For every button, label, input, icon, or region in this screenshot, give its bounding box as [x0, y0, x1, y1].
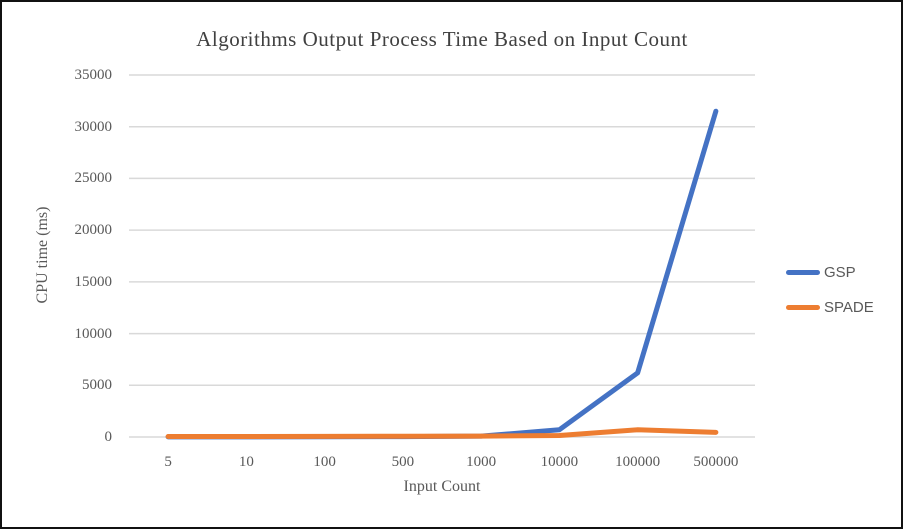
- legend-label: SPADE: [824, 298, 874, 316]
- spade-series-line: [165, 427, 719, 439]
- y-tick-label: 5000: [82, 377, 112, 394]
- x-tick-label: 100000: [615, 454, 661, 470]
- x-tick-label: 100: [313, 454, 336, 470]
- y-tick-label: 35000: [74, 67, 113, 83]
- spade-line-swatch: [786, 304, 820, 310]
- x-tick-label: 10000: [540, 454, 579, 470]
- y-tick-label: 15000: [74, 273, 113, 290]
- x-tick-label: 500: [391, 454, 415, 470]
- legend-entry-spade: SPADE: [786, 298, 874, 316]
- y-tick-label: 10000: [74, 325, 113, 342]
- y-tick-label: 0: [104, 429, 113, 445]
- x-tick-label: 5: [164, 454, 172, 470]
- y-tick-label: 25000: [74, 170, 113, 187]
- legend-entry-gsp: GSP: [786, 263, 856, 281]
- y-tick-label: 30000: [74, 118, 113, 135]
- x-tick-label: 1000: [466, 454, 497, 470]
- x-tick-label: 10: [238, 454, 254, 470]
- gsp-line-swatch: [786, 269, 820, 275]
- chart-title: Algorithms Output Process Time Based on …: [196, 27, 688, 51]
- legend-label: GSP: [824, 263, 856, 281]
- x-axis-title: Input Count: [403, 478, 481, 495]
- y-tick-label: 20000: [74, 222, 113, 239]
- x-tick-label: 500000: [693, 454, 739, 470]
- gsp-series-line: [165, 108, 719, 440]
